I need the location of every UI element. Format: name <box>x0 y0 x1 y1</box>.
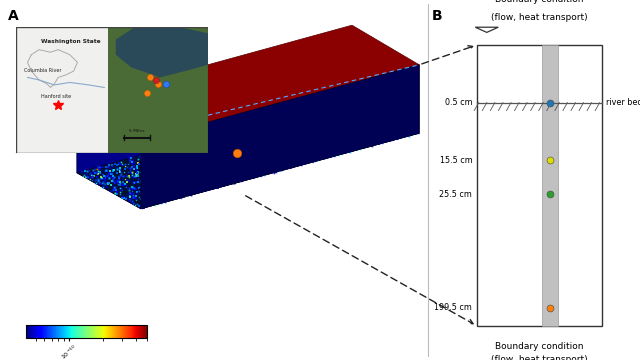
Polygon shape <box>77 97 419 209</box>
Polygon shape <box>141 65 419 209</box>
Text: Hanford site: Hanford site <box>41 94 71 99</box>
Polygon shape <box>476 27 499 32</box>
Text: (flow, heat transport): (flow, heat transport) <box>491 13 588 22</box>
Bar <box>16 27 108 153</box>
Text: Columbia River: Columbia River <box>24 68 61 73</box>
Text: Boundary condition: Boundary condition <box>495 342 584 351</box>
Bar <box>477 45 602 326</box>
Text: 15.5 cm: 15.5 cm <box>440 156 472 165</box>
Text: (flow, heat transport): (flow, heat transport) <box>491 355 588 360</box>
Text: 199.5 cm: 199.5 cm <box>435 303 472 312</box>
Text: 25.5 cm: 25.5 cm <box>440 190 472 199</box>
Text: Boundary condition: Boundary condition <box>495 0 584 4</box>
Bar <box>108 27 208 153</box>
Text: A: A <box>8 9 19 23</box>
Bar <box>541 45 558 326</box>
Polygon shape <box>116 27 208 77</box>
Polygon shape <box>77 25 419 140</box>
Text: B: B <box>432 9 443 23</box>
Polygon shape <box>141 65 419 209</box>
Text: 0.5 cm: 0.5 cm <box>445 98 472 107</box>
Text: Washington State: Washington State <box>41 39 100 44</box>
Polygon shape <box>77 101 141 209</box>
Text: river bed: river bed <box>606 98 640 107</box>
Text: 5 Miles: 5 Miles <box>129 129 145 132</box>
